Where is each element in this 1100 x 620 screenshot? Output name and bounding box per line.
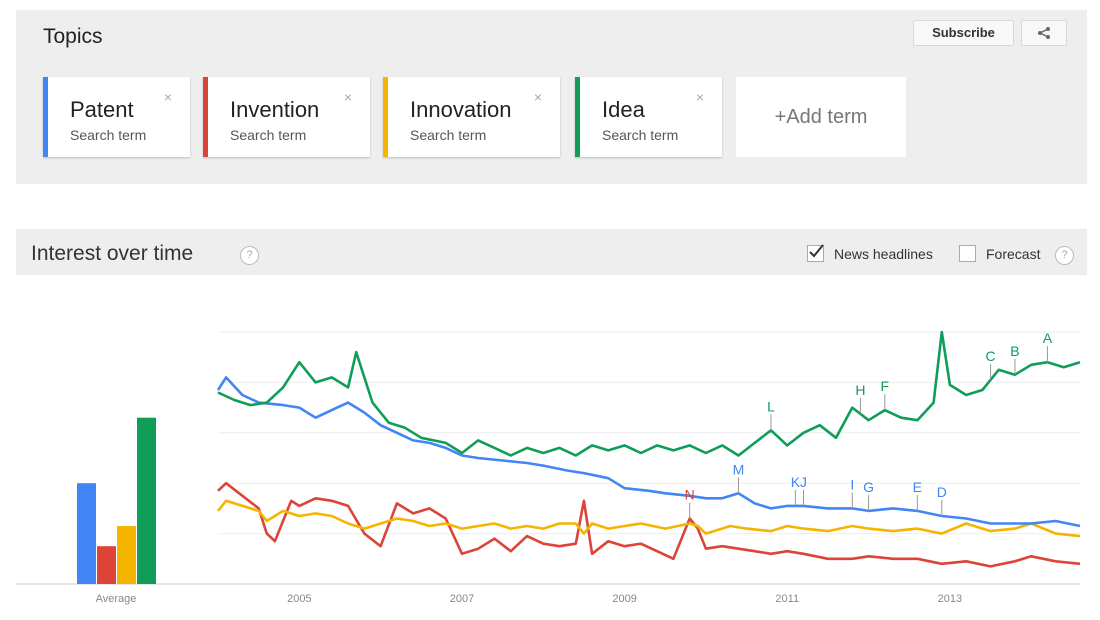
average-label: Average <box>96 593 137 605</box>
event-marker-j: J <box>800 474 807 490</box>
chart-svg: Average 2005 2007 2009 2011 2013 A BC FH L DE GI JK M… <box>16 330 1081 605</box>
x-tick-label: 2011 <box>775 593 799 605</box>
average-bar-innovation <box>117 526 136 584</box>
term-card-patent[interactable]: Patent Search term × <box>43 77 190 157</box>
average-bar-invention <box>97 546 116 584</box>
event-marker-l: L <box>767 398 775 414</box>
term-name: Patent <box>70 97 134 122</box>
term-name: Idea <box>602 97 645 122</box>
series-line-innovation <box>216 499 1081 538</box>
term-name: Innovation <box>410 97 512 122</box>
average-bar-idea <box>137 417 156 584</box>
series-line-idea <box>217 330 1081 457</box>
topics-panel: Topics Subscribe Patent Search term × In… <box>16 10 1087 184</box>
forecast-checkbox[interactable] <box>959 245 976 262</box>
topics-title: Topics <box>43 25 103 48</box>
x-tick-label: 2005 <box>287 593 311 605</box>
event-marker-g: G <box>863 479 874 495</box>
event-marker-m: M <box>733 461 745 477</box>
event-marker-a: A <box>1043 330 1053 346</box>
x-tick-label: 2013 <box>938 593 962 605</box>
x-tick-label: 2009 <box>612 593 636 605</box>
series-line-invention <box>217 481 1081 568</box>
event-marker-k: K <box>791 474 801 490</box>
forecast-label[interactable]: Forecast <box>986 246 1041 262</box>
interest-title: Interest over time <box>31 242 194 265</box>
event-marker-n: N <box>685 486 695 502</box>
close-icon[interactable]: × <box>163 89 172 105</box>
term-type: Search term <box>230 127 307 143</box>
event-marker-e: E <box>913 479 922 495</box>
share-button[interactable] <box>1021 20 1067 46</box>
interest-panel: Interest over time ? News headlines Fore… <box>16 229 1087 275</box>
term-card-innovation[interactable]: Innovation Search term × <box>383 77 560 157</box>
average-bar-patent <box>77 483 96 584</box>
event-marker-i: I <box>850 476 854 492</box>
event-marker-d: D <box>937 484 947 500</box>
checkmark-icon <box>809 244 824 258</box>
news-headlines-label[interactable]: News headlines <box>834 246 933 262</box>
event-marker-f: F <box>881 378 890 394</box>
term-card-idea[interactable]: Idea Search term × <box>575 77 722 157</box>
term-card-invention[interactable]: Invention Search term × <box>203 77 370 157</box>
term-type: Search term <box>70 127 147 143</box>
term-name: Invention <box>230 97 320 122</box>
help-icon[interactable]: ? <box>240 246 259 265</box>
share-icon <box>1038 27 1050 39</box>
series-line-patent <box>216 376 1081 528</box>
help-icon[interactable]: ? <box>1055 246 1074 265</box>
term-type: Search term <box>410 127 487 143</box>
close-icon[interactable]: × <box>343 89 352 105</box>
event-marker-h: H <box>855 382 865 398</box>
interest-chart: Average 2005 2007 2009 2011 2013 A B C F H L D E G I J K M… <box>0 275 1100 620</box>
x-tick-label: 2007 <box>450 593 474 605</box>
subscribe-button[interactable]: Subscribe <box>913 20 1014 46</box>
event-marker-c: C <box>985 348 995 364</box>
close-icon[interactable]: × <box>695 89 704 105</box>
add-term-button[interactable]: +Add term <box>736 77 906 157</box>
event-marker-b: B <box>1010 343 1019 359</box>
close-icon[interactable]: × <box>533 89 542 105</box>
term-type: Search term <box>602 127 679 143</box>
news-headlines-checkbox[interactable] <box>807 244 824 262</box>
